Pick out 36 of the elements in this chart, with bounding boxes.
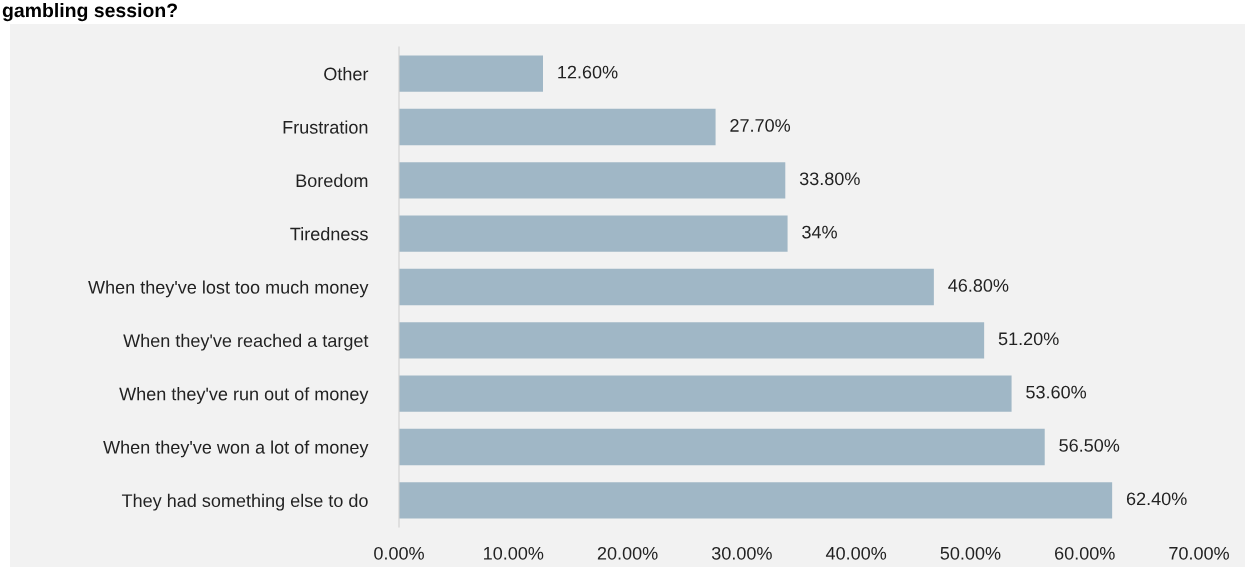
data-label: 62.40% — [1126, 492, 1187, 506]
bar — [399, 162, 786, 199]
y-tick-label: When they've run out of money — [119, 387, 369, 404]
data-label: 56.50% — [1059, 439, 1120, 452]
data-label: 33.80% — [799, 172, 860, 186]
y-tick-label: They had something else to do — [121, 493, 368, 511]
data-label: 12.60% — [558, 65, 618, 79]
data-label: 53.60% — [1026, 385, 1087, 399]
y-tick-label: Other — [324, 67, 369, 81]
data-label: 34% — [802, 225, 837, 239]
bar — [399, 428, 1045, 466]
bar — [399, 482, 1113, 519]
bar — [399, 322, 985, 359]
y-tick-label: Boredom — [296, 173, 368, 188]
x-tick-label: 50.00% — [940, 546, 1001, 560]
y-tick-label: Tiredness — [290, 227, 368, 241]
bar — [399, 108, 716, 146]
y-tick-label: When they've won a lot of money — [103, 440, 369, 458]
bar — [399, 215, 788, 252]
data-label: 46.80% — [948, 279, 1009, 292]
x-tick-label: 30.00% — [711, 546, 772, 560]
y-tick-label: When they've reached a target — [123, 333, 369, 351]
x-tick-label: 20.00% — [597, 546, 658, 560]
x-tick-label: 10.00% — [484, 546, 544, 560]
y-tick-label: Frustration — [283, 120, 368, 134]
x-tick-label: 0.00% — [374, 546, 424, 560]
bar — [399, 375, 1012, 412]
bar — [399, 268, 934, 306]
data-label: 51.20% — [998, 332, 1059, 346]
x-tick-label: 70.00% — [1169, 546, 1229, 560]
text: gambling session? — [2, 3, 177, 22]
y-tick-label: When they've lost too much money — [88, 280, 369, 298]
x-tick-label: 60.00% — [1055, 546, 1115, 560]
bar — [399, 55, 543, 92]
x-tick-label: 40.00% — [825, 546, 887, 560]
data-label: 27.70% — [730, 119, 791, 132]
